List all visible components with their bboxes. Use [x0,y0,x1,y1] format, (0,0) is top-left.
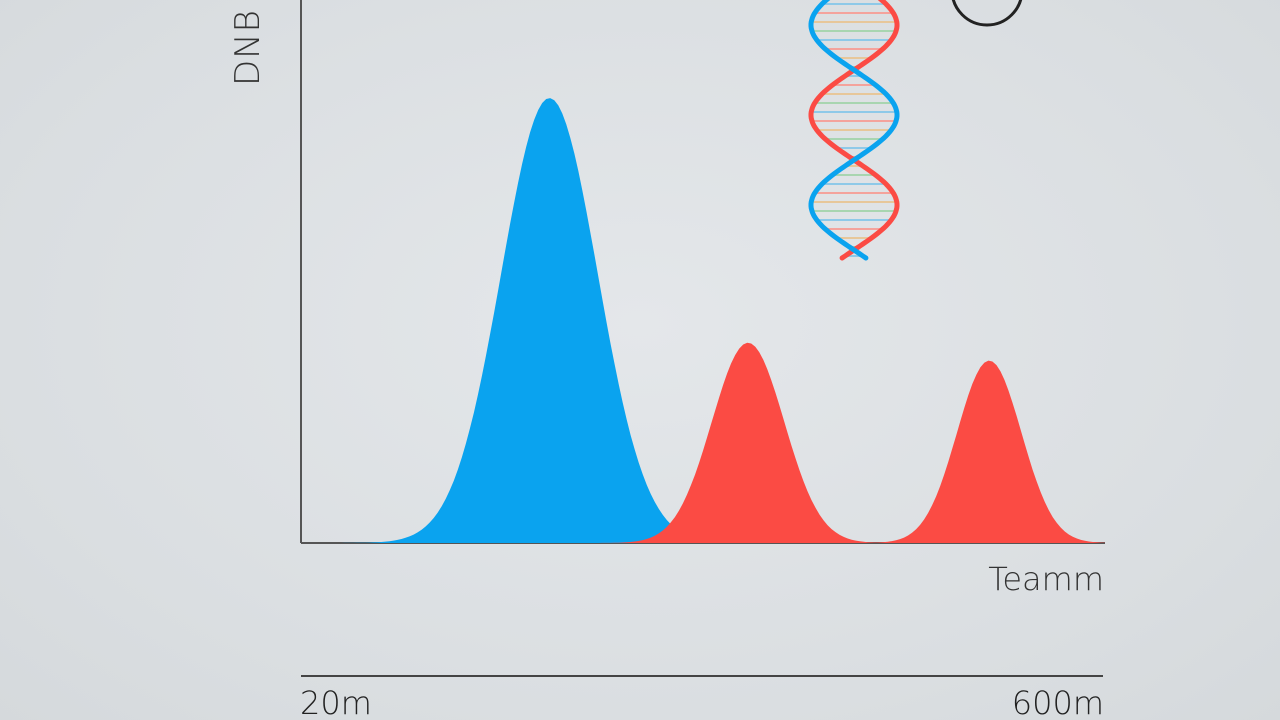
peak-3 [301,360,1105,543]
x-axis-label: Teamm [988,560,1104,598]
dna-helix-icon [808,0,900,261]
range-start-label: 20m [300,684,372,720]
peaks-layer [301,98,1105,543]
peak-2 [301,342,1105,543]
helix-strand-blue [808,0,900,261]
range-end-label: 600m [1011,684,1104,720]
y-axis-label: DNB D [228,0,268,86]
peak-1 [301,98,1105,543]
helix-strand-red [808,0,900,261]
circle-outline-icon [951,0,1023,27]
